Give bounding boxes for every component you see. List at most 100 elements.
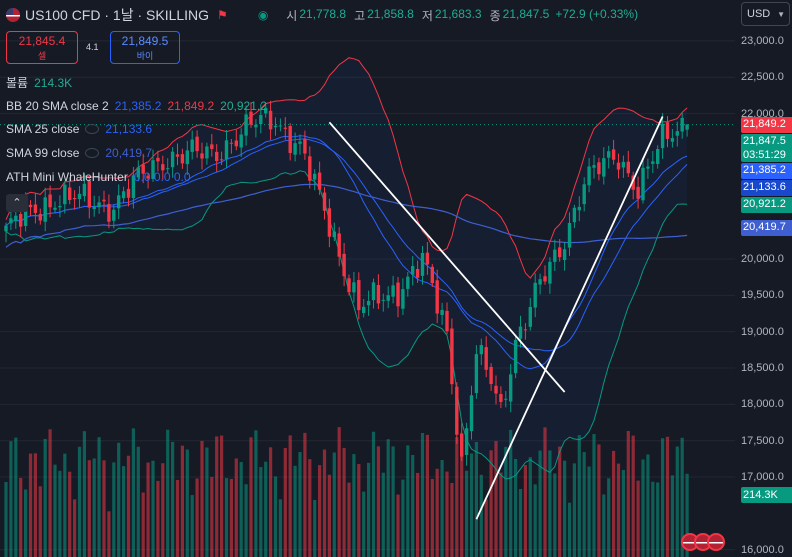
currency-select[interactable]: USD ▼ bbox=[741, 2, 790, 26]
candle-body bbox=[239, 134, 243, 148]
event-flags[interactable] bbox=[681, 533, 725, 551]
us-flag-icon[interactable] bbox=[707, 533, 725, 551]
sell-button[interactable]: 21,845.4 셀 bbox=[6, 31, 78, 64]
candle-body bbox=[185, 150, 189, 165]
legend-sma25[interactable]: SMA 25 close 21,133.6 bbox=[6, 122, 152, 136]
ohlc-high-key: 고 bbox=[354, 8, 366, 23]
candle-body bbox=[602, 158, 606, 177]
volume-bar bbox=[156, 480, 160, 557]
volume-bar bbox=[607, 478, 611, 557]
legend-sma99-label: SMA 99 close bbox=[6, 146, 80, 160]
volume-bar bbox=[440, 460, 444, 557]
candle-body bbox=[102, 199, 106, 202]
volume-bar bbox=[92, 458, 96, 557]
volume-bar bbox=[122, 466, 126, 557]
flag-marker-icon[interactable]: ⚑ bbox=[217, 8, 228, 22]
volume-bar bbox=[352, 454, 356, 557]
volume-bar bbox=[514, 458, 518, 557]
candle-body bbox=[288, 125, 292, 154]
volume-bar bbox=[318, 465, 322, 557]
volume-bar bbox=[656, 482, 660, 557]
candle-body bbox=[646, 166, 650, 169]
candle-body bbox=[558, 247, 562, 258]
ohlc-open-key: 시 bbox=[286, 8, 298, 23]
price-tag: 21,849.2 bbox=[741, 116, 792, 133]
candle-body bbox=[523, 329, 528, 331]
volume-bar bbox=[161, 463, 165, 557]
ohlc-change: +72.9 (+0.33%) bbox=[555, 6, 639, 21]
countdown-timer: 03:51:29 bbox=[743, 148, 786, 161]
price-tag-value: 21,133.6 bbox=[743, 180, 786, 193]
candle-body bbox=[656, 149, 660, 165]
volume-bars bbox=[4, 427, 689, 557]
volume-bar bbox=[195, 478, 199, 557]
legend-volume-label: 볼륨 bbox=[6, 76, 29, 90]
price-tag: 21,133.6 bbox=[741, 179, 792, 196]
candle-body bbox=[538, 279, 542, 285]
candle-body bbox=[352, 282, 356, 293]
volume-bar bbox=[509, 429, 513, 557]
volume-bar bbox=[651, 481, 655, 557]
volume-bar bbox=[563, 460, 567, 557]
volume-bar bbox=[411, 455, 415, 557]
volume-bar bbox=[558, 446, 562, 557]
volume-bar bbox=[484, 499, 488, 557]
candle-body bbox=[9, 218, 13, 224]
candle-body bbox=[273, 125, 278, 128]
candle-body bbox=[313, 173, 317, 180]
volume-bar bbox=[259, 467, 263, 557]
collapse-legend-button[interactable]: ⌃ bbox=[6, 194, 28, 212]
candle-body bbox=[131, 175, 136, 199]
volume-bar bbox=[220, 435, 224, 557]
volume-bar bbox=[597, 444, 601, 557]
y-tick-label: 19,500.0 bbox=[741, 289, 784, 302]
price-tag-value: 21,385.2 bbox=[743, 163, 786, 176]
candle-body bbox=[28, 204, 33, 208]
volume-bar bbox=[175, 479, 180, 557]
volume-bar bbox=[283, 447, 287, 557]
candle-body bbox=[53, 207, 57, 210]
candle-body bbox=[14, 215, 18, 222]
eye-icon[interactable] bbox=[85, 124, 100, 134]
candle-body bbox=[190, 139, 194, 152]
volume-bar bbox=[376, 446, 380, 557]
volume-bar bbox=[332, 452, 336, 557]
candle-body bbox=[366, 300, 371, 306]
volume-bar bbox=[665, 436, 670, 557]
candle-body bbox=[332, 231, 336, 238]
volume-bar bbox=[538, 450, 542, 557]
legend-volume[interactable]: 볼륨 214.3K bbox=[6, 74, 72, 91]
volume-bar bbox=[465, 470, 469, 557]
candle-body bbox=[219, 159, 224, 161]
ohlc-open-value: 21,778.8 bbox=[299, 6, 347, 21]
candle-body bbox=[268, 110, 273, 130]
trendline bbox=[475, 116, 664, 520]
candle-body bbox=[685, 124, 689, 130]
price-tag-value: 20,921.2 bbox=[743, 197, 786, 210]
legend-bollinger[interactable]: BB 20 SMA close 2 21,385.2 21,849.2 20,9… bbox=[6, 99, 267, 113]
eye-icon[interactable] bbox=[85, 148, 100, 158]
candle-body bbox=[665, 122, 670, 139]
symbol-title[interactable]: US100 CFD · 1날 · SKILLING bbox=[25, 7, 210, 23]
y-tick-label: 22,500.0 bbox=[741, 71, 784, 84]
candle-body bbox=[175, 154, 180, 157]
volume-bar bbox=[53, 464, 57, 557]
legend-sma99[interactable]: SMA 99 close 20,419.7 bbox=[6, 146, 152, 160]
volume-bar bbox=[396, 494, 400, 557]
volume-bar bbox=[229, 478, 233, 557]
candle-body bbox=[107, 204, 111, 222]
ohlc-close-key: 종 bbox=[489, 8, 501, 23]
candle-body bbox=[386, 295, 390, 301]
buy-button[interactable]: 21,849.5 바이 bbox=[110, 31, 180, 64]
volume-bar bbox=[185, 449, 189, 557]
volume-bar bbox=[322, 449, 327, 557]
candle-body bbox=[445, 310, 449, 332]
legend-ath[interactable]: ATH Mini WhaleHunter 0.0 0.0 0.0 bbox=[6, 170, 191, 184]
candle-body bbox=[205, 146, 209, 159]
candle-body bbox=[518, 326, 523, 339]
candle-body bbox=[121, 191, 126, 199]
candle-body bbox=[112, 209, 116, 221]
volume-bar bbox=[288, 435, 292, 557]
volume-bar bbox=[602, 494, 606, 557]
